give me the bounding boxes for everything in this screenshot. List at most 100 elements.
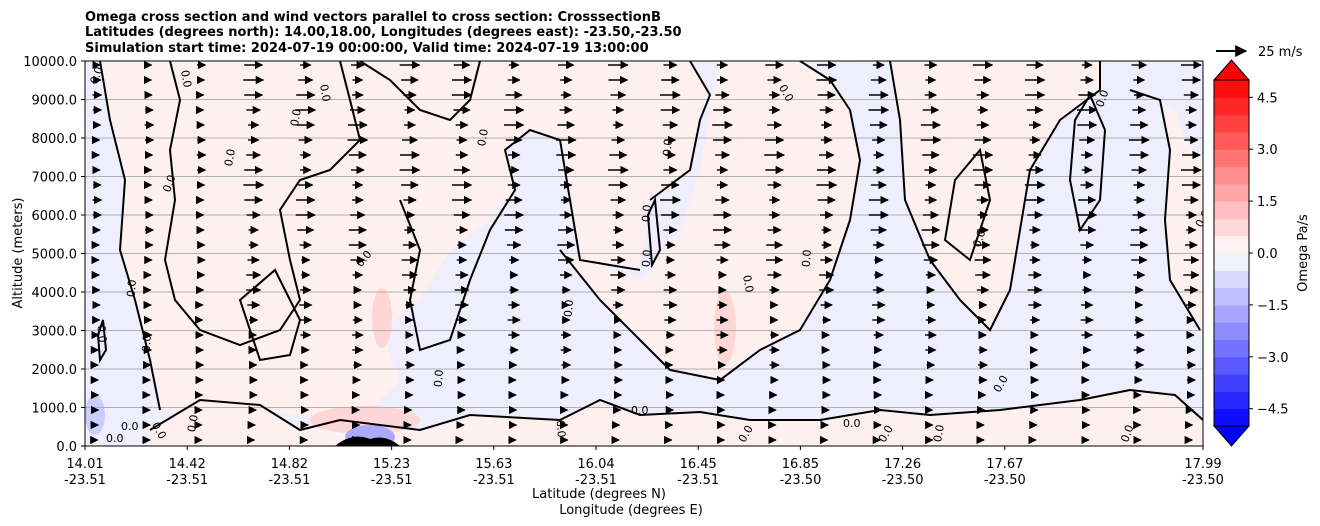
x-tick-label-latitude: 14.82 [271,457,308,472]
contour-label: 0.0 [554,419,568,438]
chart-title-line-1: Omega cross section and wind vectors par… [85,10,661,25]
x-axis-label-latitude: Latitude (degrees N) [532,487,666,502]
x-tick-label-latitude: 17.67 [986,457,1023,472]
colorbar-band [1214,235,1249,254]
colorbar-tick-label: −4.5 [1257,403,1289,418]
colorbar-tick-label: 1.5 [1257,195,1278,210]
colorbar-tick-label: 0.0 [1257,247,1278,262]
colorbar-tick-label: 4.5 [1257,91,1278,106]
colorbar-band [1214,114,1249,133]
contour-label: 0.0 [139,334,153,353]
x-tick-label-longitude: -23.50 [779,473,821,488]
y-tick-label: 10000.0 [23,55,77,70]
x-tick-label-longitude: -23.50 [882,473,924,488]
strong-positive-patch [714,290,736,364]
x-tick-label-longitude: -23.50 [984,473,1026,488]
x-tick-label-longitude: -23.51 [575,473,617,488]
y-tick-label: 4000.0 [32,286,78,301]
colorbar-band [1214,356,1249,375]
colorbar-band [1214,80,1249,98]
x-tick-label-latitude: 17.26 [884,457,921,472]
contour-label: 0.0 [931,424,947,443]
chart-title-line-3: Simulation start time: 2024-07-19 00:00:… [85,41,649,56]
contour-label: 0.0 [561,299,575,318]
colorbar-extend-top [1212,59,1251,81]
contour-label: 0.0 [222,148,238,167]
colorbar-band [1214,339,1249,358]
contour-label: 0.0 [740,274,756,293]
x-tick-label-latitude: 16.85 [782,457,819,472]
contour-label: 0.0 [121,420,139,433]
contour-label: 0.0 [160,173,178,194]
contour-label: 0.0 [660,138,674,157]
y-tick-label: 1000.0 [32,402,78,417]
x-tick-label-longitude: -23.51 [371,473,413,488]
contour-label: 0.0 [1093,88,1111,109]
contour-label: 0.0 [288,108,304,127]
chart-title-line-2: Latitudes (degrees north): 14.00,18.00, … [85,25,682,40]
zero-contour [649,61,712,201]
x-tick-label-latitude: 15.63 [475,457,512,472]
y-tick-label: 0.0 [56,440,77,455]
y-tick-label: 6000.0 [32,209,78,224]
x-tick-label-longitude: -23.51 [268,473,310,488]
contour-label: 0.0 [317,83,333,102]
colorbar-tick-label: −1.5 [1257,299,1289,314]
contour-label: 0.0 [124,279,138,298]
x-tick-label-latitude: 17.99 [1184,457,1221,472]
x-tick-label-longitude: -23.51 [64,473,106,488]
y-tick-label: 5000.0 [32,248,78,263]
positive-region [560,61,860,380]
contour-label: 0.0 [106,432,124,445]
y-axis: 0.0 1000.0 2000.0 3000.0 4000.0 5000.0 6000.0 7… [23,55,85,455]
positive-region [890,61,1100,330]
zero-contour [163,61,362,347]
y-tick-label: 3000.0 [32,325,78,340]
contour-label: 0.0 [475,128,491,147]
y-tick-label: 2000.0 [32,363,78,378]
contour-label: 0.0 [843,417,861,430]
contour-label: 0.0 [799,249,813,268]
x-tick-label-longitude: -23.50 [1182,473,1224,488]
wind-vectors [90,61,1202,445]
colorbar-tick-label: 3.0 [1257,143,1278,158]
contour-label: 0.0 [639,249,653,268]
x-tick-label-longitude: -23.51 [677,473,719,488]
colorbar-tick-label: −3.0 [1257,351,1289,366]
quiver-key-label: 25 m/s [1258,45,1303,60]
zero-contour [889,61,1101,332]
contour-labels: 0.0 0.0 0.0 0.0 0.0 0.0 0.0 0.0 0.0 0.0 … [88,65,1213,445]
y-tick-label: 9000.0 [32,94,78,109]
colorbar-band [1214,253,1249,271]
x-tick-label-longitude: -23.51 [166,473,208,488]
x-tick-label-latitude: 16.04 [577,457,614,472]
x-tick-label-longitude: -23.51 [473,473,515,488]
plot-area: 0.0 0.0 0.0 0.0 0.0 0.0 0.0 0.0 0.0 0.0 … [85,61,1213,446]
y-tick-label: 8000.0 [32,132,78,147]
contour-label: 0.0 [631,404,649,417]
contour-label: 0.0 [639,204,653,223]
zero-contour [559,61,862,382]
quiver-key: 25 m/s [1216,45,1303,60]
negative-patch [85,395,105,435]
contour-label: 0.0 [1193,208,1213,230]
zero-contour [96,319,108,364]
colorbar-band [1214,270,1249,289]
terrain [335,436,400,446]
zero-contour [943,147,992,262]
colorbar-band [1214,166,1249,185]
positive-region [150,390,1203,446]
x-axis-label-longitude: Longitude (degrees E) [559,503,703,518]
colorbar-band [1214,131,1249,150]
colorbar: −4.5 −3.0 −1.5 0.0 1.5 3.0 4.5 [1212,59,1289,447]
colorbar-band [1214,287,1249,306]
colorbar-band [1214,149,1249,167]
zero-contour [646,196,662,269]
colorbar-band [1214,218,1249,237]
colorbar-band [1214,201,1249,219]
colorbar-band [1214,183,1249,202]
colorbar-band [1214,322,1249,340]
x-tick-label-latitude: 16.45 [680,457,717,472]
colorbar-band [1214,408,1249,427]
colorbar-label: Omega Pa/s [1296,214,1311,292]
